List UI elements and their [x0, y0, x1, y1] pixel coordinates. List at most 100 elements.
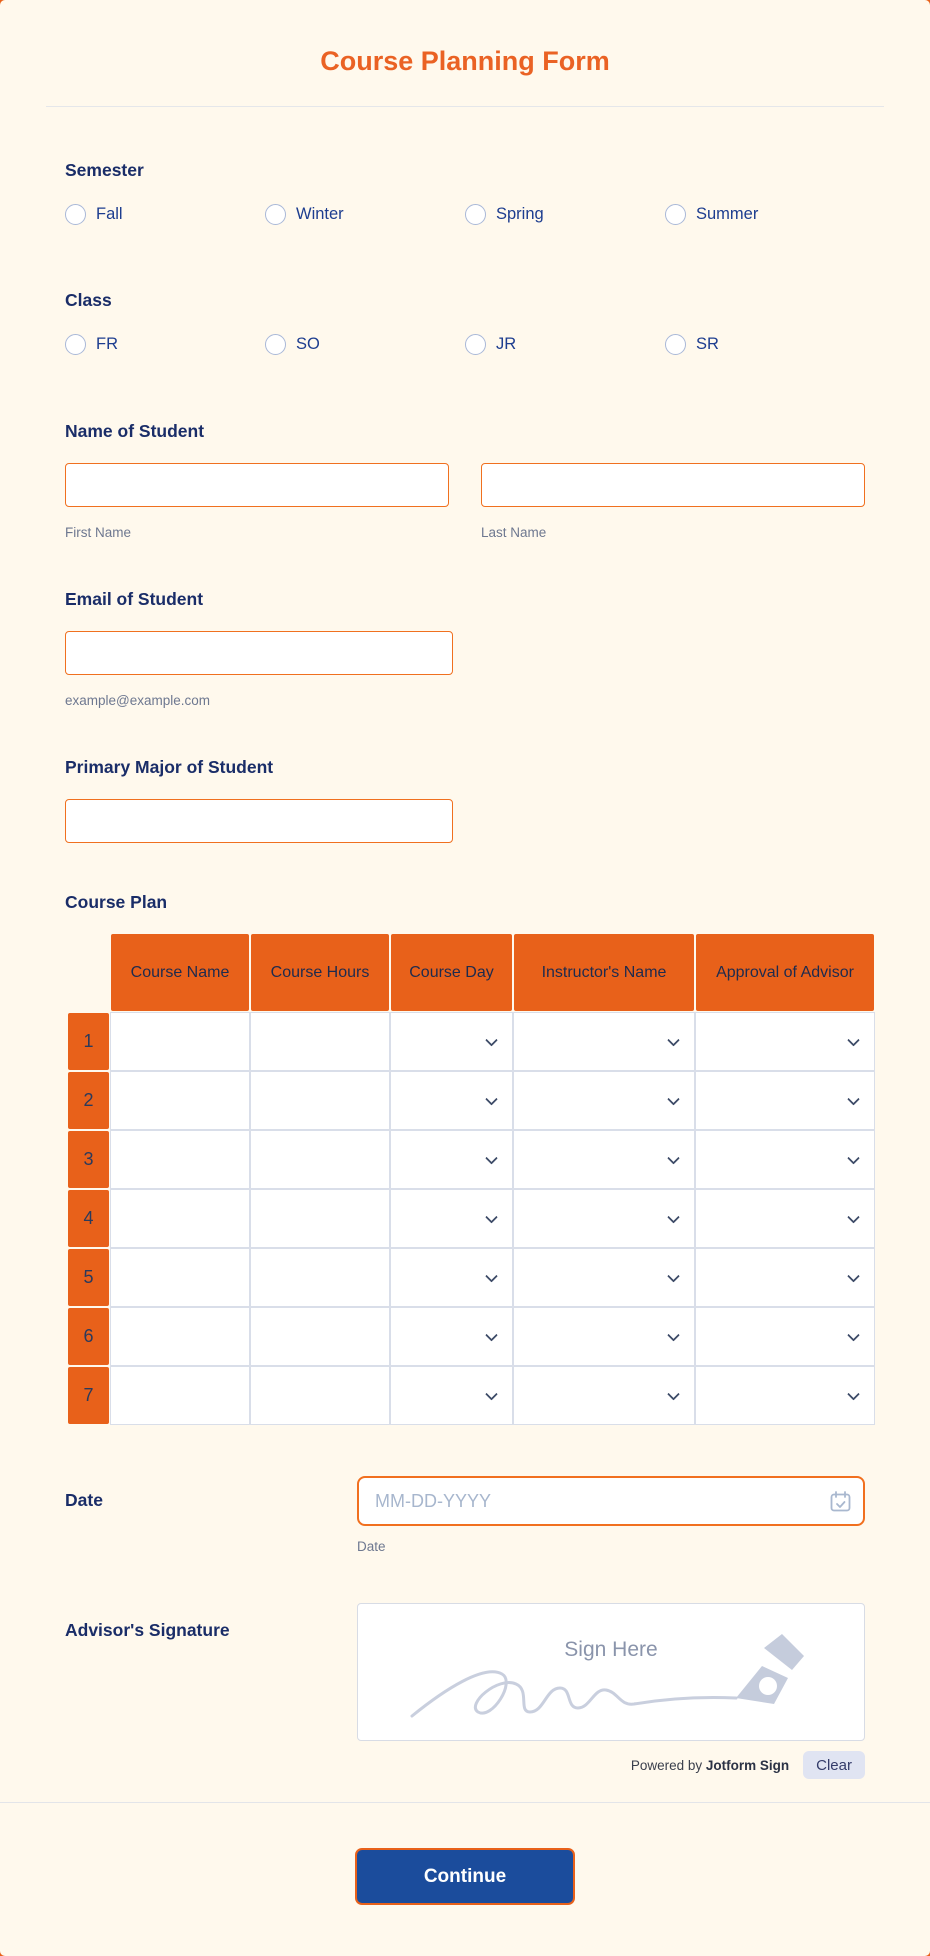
table-cell-instructor-s-name[interactable]: [513, 1130, 695, 1189]
table-cell-course-name[interactable]: [110, 1071, 250, 1130]
class-label: Class: [65, 290, 112, 310]
table-cell-course-day[interactable]: [390, 1071, 513, 1130]
class-option-fr[interactable]: FR: [65, 332, 265, 356]
table-cell-course-day[interactable]: [390, 1012, 513, 1071]
radio-circle[interactable]: [465, 333, 486, 355]
divider: [46, 106, 884, 107]
chevron-down-icon[interactable]: [847, 1210, 860, 1224]
table-cell-instructor-s-name[interactable]: [513, 1189, 695, 1248]
table-cell-course-day[interactable]: [390, 1189, 513, 1248]
email-input[interactable]: [65, 631, 453, 675]
divider: [0, 1802, 930, 1803]
radio-circle[interactable]: [265, 333, 286, 355]
radio-circle[interactable]: [665, 333, 686, 355]
row-number: 5: [67, 1248, 110, 1307]
table-cell-instructor-s-name[interactable]: [513, 1248, 695, 1307]
semester-option-spring[interactable]: Spring: [465, 202, 665, 226]
semester-options: Fall Winter Spring Summer: [65, 202, 865, 226]
table-cell-course-name[interactable]: [110, 1012, 250, 1071]
course-plan-table: Course Name Course Hours Course Day Instruc…: [67, 933, 875, 1425]
chevron-down-icon[interactable]: [667, 1269, 680, 1283]
chevron-down-icon[interactable]: [667, 1210, 680, 1224]
chevron-down-icon[interactable]: [847, 1269, 860, 1283]
radio-circle[interactable]: [265, 203, 286, 225]
table-cell-approval-of-advisor[interactable]: [695, 1307, 875, 1366]
major-input[interactable]: [65, 799, 453, 843]
chevron-down-icon[interactable]: [485, 1092, 498, 1106]
semester-option-winter[interactable]: Winter: [265, 202, 465, 226]
table-cell-course-name[interactable]: [110, 1189, 250, 1248]
table-cell-course-hours[interactable]: [250, 1130, 390, 1189]
last-name-input[interactable]: [481, 463, 865, 507]
first-name-input[interactable]: [65, 463, 449, 507]
table-cell-approval-of-advisor[interactable]: [695, 1189, 875, 1248]
class-option-so[interactable]: SO: [265, 332, 465, 356]
table-cell-course-day[interactable]: [390, 1130, 513, 1189]
jotform-sign-brand: Jotform Sign: [705, 1757, 790, 1773]
last-name-sublabel: Last Name: [481, 525, 547, 540]
table-cell-approval-of-advisor[interactable]: [695, 1248, 875, 1307]
date-sublabel: Date: [357, 1539, 386, 1554]
chevron-down-icon[interactable]: [485, 1033, 498, 1047]
chevron-down-icon[interactable]: [485, 1151, 498, 1165]
table-cell-course-name[interactable]: [110, 1366, 250, 1425]
chevron-down-icon[interactable]: [847, 1033, 860, 1047]
chevron-down-icon[interactable]: [667, 1387, 680, 1401]
table-cell-instructor-s-name[interactable]: [513, 1366, 695, 1425]
chevron-down-icon[interactable]: [847, 1387, 860, 1401]
class-option-sr[interactable]: SR: [665, 332, 865, 356]
table-cell-approval-of-advisor[interactable]: [695, 1130, 875, 1189]
semester-option-fall[interactable]: Fall: [65, 202, 265, 226]
table-cell-course-hours[interactable]: [250, 1366, 390, 1425]
table-cell-course-day[interactable]: [390, 1248, 513, 1307]
table-cell-course-hours[interactable]: [250, 1307, 390, 1366]
chevron-down-icon[interactable]: [485, 1210, 498, 1224]
chevron-down-icon[interactable]: [485, 1387, 498, 1401]
date-input[interactable]: [357, 1476, 865, 1526]
table-cell-approval-of-advisor[interactable]: [695, 1366, 875, 1425]
calendar-icon[interactable]: [829, 1490, 852, 1518]
table-cell-course-hours[interactable]: [250, 1071, 390, 1130]
course-plan-label: Course Plan: [65, 892, 168, 912]
radio-option-label: SO: [296, 334, 320, 353]
table-cell-approval-of-advisor[interactable]: [695, 1012, 875, 1071]
chevron-down-icon[interactable]: [667, 1092, 680, 1106]
table-cell-course-name[interactable]: [110, 1307, 250, 1366]
table-cell-approval-of-advisor[interactable]: [695, 1071, 875, 1130]
class-option-jr[interactable]: JR: [465, 332, 665, 356]
column-header: Approval of Advisor: [695, 933, 875, 1012]
table-cell-instructor-s-name[interactable]: [513, 1307, 695, 1366]
table-cell-course-day[interactable]: [390, 1307, 513, 1366]
table-cell-course-name[interactable]: [110, 1248, 250, 1307]
table-cell-course-day[interactable]: [390, 1366, 513, 1425]
chevron-down-icon[interactable]: [485, 1269, 498, 1283]
semester-option-summer[interactable]: Summer: [665, 202, 865, 226]
chevron-down-icon[interactable]: [485, 1328, 498, 1342]
chevron-down-icon[interactable]: [667, 1151, 680, 1165]
radio-circle[interactable]: [465, 203, 486, 225]
chevron-down-icon[interactable]: [847, 1151, 860, 1165]
table-cell-instructor-s-name[interactable]: [513, 1012, 695, 1071]
radio-circle[interactable]: [65, 333, 86, 355]
table-cell-course-name[interactable]: [110, 1130, 250, 1189]
table-corner-cell: [67, 933, 110, 1012]
clear-signature-button[interactable]: Clear: [803, 1751, 865, 1779]
continue-button[interactable]: Continue: [355, 1848, 575, 1905]
row-number: 6: [67, 1307, 110, 1366]
major-label: Primary Major of Student: [65, 757, 274, 777]
class-options: FR SO JR SR: [65, 332, 865, 356]
chevron-down-icon[interactable]: [667, 1033, 680, 1047]
chevron-down-icon[interactable]: [667, 1328, 680, 1342]
radio-circle[interactable]: [65, 203, 86, 225]
chevron-down-icon[interactable]: [847, 1092, 860, 1106]
table-cell-instructor-s-name[interactable]: [513, 1071, 695, 1130]
radio-circle[interactable]: [665, 203, 686, 225]
chevron-down-icon[interactable]: [847, 1328, 860, 1342]
table-cell-course-hours[interactable]: [250, 1248, 390, 1307]
table-cell-course-hours[interactable]: [250, 1189, 390, 1248]
table-cell-course-hours[interactable]: [250, 1012, 390, 1071]
signature-pad[interactable]: Sign Here: [357, 1603, 865, 1741]
semester-label: Semester: [65, 160, 144, 180]
column-header: Instructor's Name: [513, 933, 695, 1012]
